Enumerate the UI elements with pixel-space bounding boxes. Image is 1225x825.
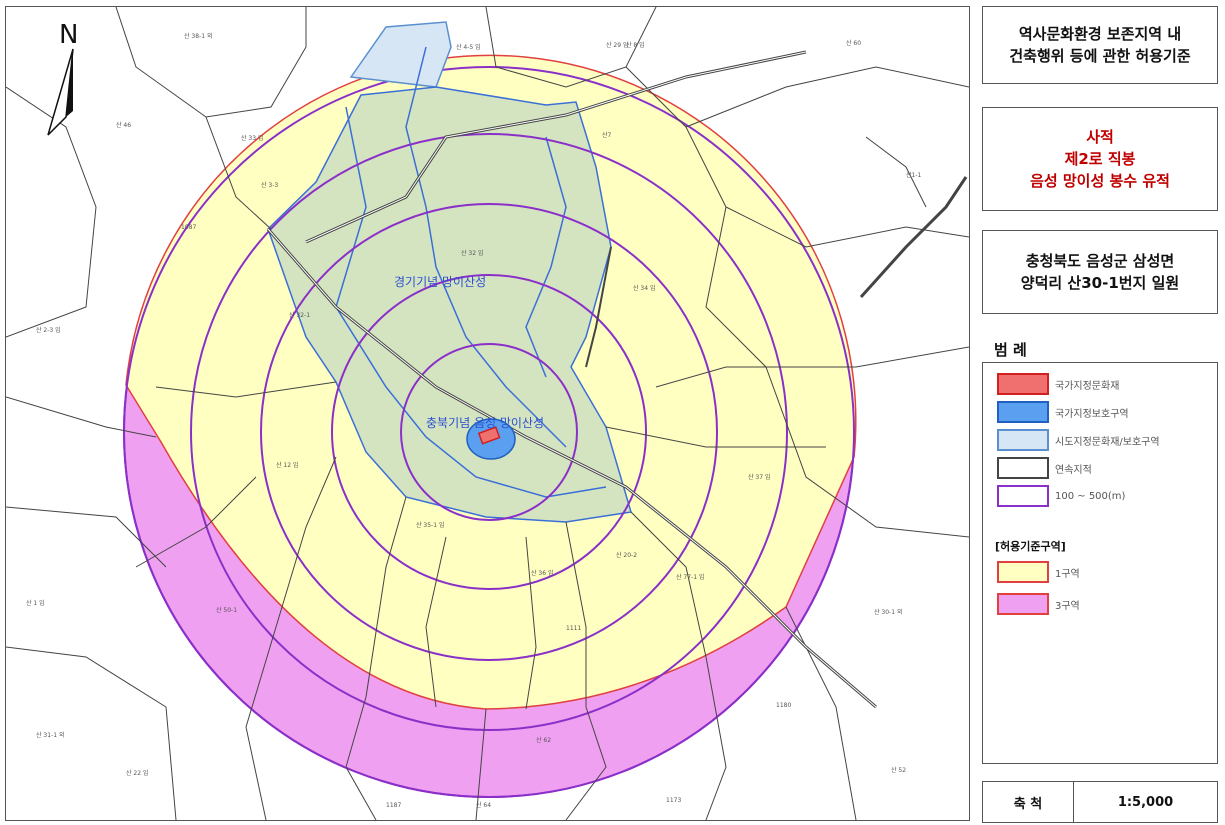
site-line: 사적 <box>1086 126 1114 148</box>
parcel-label: 산 22 임 <box>126 769 149 777</box>
scale-label: 축 척 <box>983 782 1074 822</box>
legend-label: 국가지정보호구역 <box>1055 405 1129 420</box>
parcel-label: 1180 <box>776 702 791 709</box>
legend-label: 연속지적 <box>1055 461 1092 476</box>
parcel-label: 산 62 <box>536 736 551 744</box>
parcel-label: 산 35-1 임 <box>416 521 444 529</box>
legend-label: 국가지정문화재 <box>1055 377 1119 392</box>
parcel-label: 산 4-5 임 <box>456 43 481 51</box>
parcel-label: 산 29 임 <box>606 41 629 49</box>
site-line: 제2로 직봉 <box>1065 148 1136 170</box>
parcel-label: 산 20-2 <box>616 551 637 559</box>
parcel-label: 산 37 임 <box>748 473 771 481</box>
legend-item: 국가지정문화재 <box>997 372 1119 396</box>
legend-title: 범 례 <box>994 339 1027 360</box>
legend-swatch <box>997 429 1049 451</box>
legend-item: 연속지적 <box>997 456 1092 480</box>
parcel-label: 산 32 임 <box>461 249 484 257</box>
parcel-label: 산 12 임 <box>276 461 299 469</box>
parcel-label: 1187 <box>386 802 401 809</box>
legend-swatch <box>997 457 1049 479</box>
legend-label: 시도지정문화재/보호구역 <box>1055 433 1160 448</box>
parcel-label: 산1-1 <box>906 171 922 179</box>
parcel-label: 1087 <box>181 224 196 231</box>
address-line: 충청북도 음성군 삼성면 <box>1026 250 1174 272</box>
parcel-label: 산 34 임 <box>633 284 656 292</box>
legend-label: 100 ~ 500(m) <box>1055 491 1125 502</box>
legend-item: 3구역 <box>997 592 1080 616</box>
legend-label: 1구역 <box>1055 565 1080 580</box>
legend-item: 100 ~ 500(m) <box>997 484 1125 508</box>
scale-value: 1:5,000 <box>1074 782 1217 822</box>
area-label: 경기기념 망이산성 <box>394 275 486 289</box>
scale-box: 축 척 1:5,000 <box>982 781 1218 823</box>
parcel-label: 산 32-1 <box>289 311 310 319</box>
parcel-label: 산 30-1 외 <box>874 608 902 616</box>
parcel-label: 산 60 <box>846 39 861 47</box>
map-canvas[interactable]: 경기기념 망이산성 충북기념 음성 망이산성 산 30-1 외산 32 임산 3… <box>6 7 969 820</box>
address-line: 양덕리 산30-1번지 일원 <box>1021 272 1179 294</box>
parcel-label: 1111 <box>566 625 581 632</box>
parcel-label: 산 31-1 외 <box>36 731 64 739</box>
road <box>861 177 966 297</box>
legend-swatch <box>997 401 1049 423</box>
area-label: 충북기념 음성 망이산성 <box>426 416 544 430</box>
legend-label: 3구역 <box>1055 597 1080 612</box>
parcel-label: 산 64 <box>476 801 491 809</box>
parcel-label: 산 50-1 <box>216 606 237 614</box>
parcel-label: 산 77-1 임 <box>676 573 704 581</box>
parcel-label: 산 38-1 외 <box>184 32 212 40</box>
parcel-label: 산7 <box>602 131 612 139</box>
legend-swatch <box>997 561 1049 583</box>
legend-item: 국가지정보호구역 <box>997 400 1129 424</box>
zone-heading: [허용기준구역] <box>995 538 1066 554</box>
parcel-label: 산 3-3 <box>261 181 278 189</box>
parcel-label: 산 46 <box>116 121 131 129</box>
parcel-label: 산 36 임 <box>531 569 554 577</box>
site-line: 음성 망이성 봉수 유적 <box>1030 170 1170 192</box>
title-box: 역사문화환경 보존지역 내 건축행위 등에 관한 허용기준 <box>982 6 1218 84</box>
parcel-label: 산 33 임 <box>241 134 264 142</box>
legend-item: 1구역 <box>997 560 1080 584</box>
site-box: 사적 제2로 직봉 음성 망이성 봉수 유적 <box>982 107 1218 211</box>
legend-item: 시도지정문화재/보호구역 <box>997 428 1160 452</box>
prefectural-area-top <box>351 22 451 87</box>
legend-swatch <box>997 593 1049 615</box>
legend-swatch <box>997 373 1049 395</box>
title-line: 역사문화환경 보존지역 내 <box>1019 23 1181 45</box>
title-line: 건축행위 등에 관한 허용기준 <box>1009 45 1190 67</box>
legend-box: 국가지정문화재 국가지정보호구역 시도지정문화재/보호구역 연속지적 100 ~… <box>982 362 1218 764</box>
parcel-label: 산 1 임 <box>26 599 45 607</box>
north-label: N <box>59 20 78 50</box>
parcel-label: 산 8 임 <box>626 41 645 49</box>
parcel-label: 산 52 <box>891 766 906 774</box>
parcel-label: 산 2-3 임 <box>36 326 61 334</box>
legend-swatch <box>997 485 1049 507</box>
north-arrow-icon <box>48 49 73 135</box>
address-box: 충청북도 음성군 삼성면 양덕리 산30-1번지 일원 <box>982 230 1218 314</box>
parcel-label: 1173 <box>666 797 681 804</box>
